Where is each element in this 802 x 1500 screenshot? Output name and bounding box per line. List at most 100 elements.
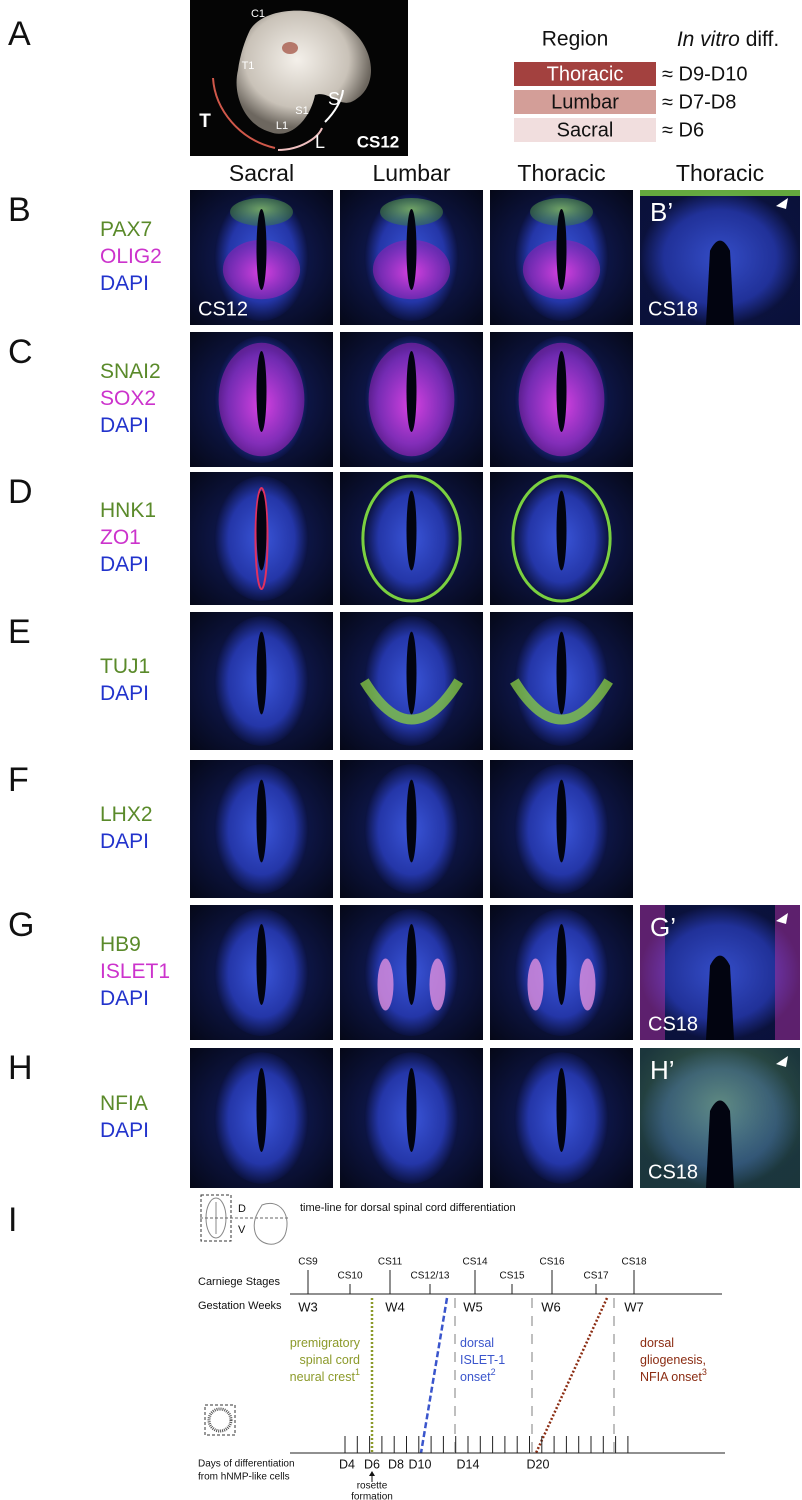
day-label: D20 [527, 1457, 550, 1471]
stain-marker: ISLET1 [100, 960, 170, 983]
stage-tick-label: CS11 [378, 1257, 403, 1268]
micrograph-canal [406, 490, 417, 571]
timeline-annotation: dorsal [460, 1336, 494, 1350]
panel-letter: B [8, 191, 31, 229]
stage-label: CS12 [198, 298, 248, 320]
micrograph-canal [406, 209, 417, 290]
panel-letter: F [8, 761, 29, 799]
micrograph-canal [556, 351, 567, 432]
figure-row: C SNAI2 SOX2 DAPI [8, 332, 633, 467]
stain-marker: DAPI [100, 682, 149, 705]
micrograph-signal [579, 958, 596, 1011]
week-label: W6 [541, 1299, 561, 1314]
figure-row: H NFIA DAPI H’ CS18 [8, 1048, 800, 1188]
column-header: Thoracic [517, 160, 605, 186]
embryo-label: L [315, 132, 325, 152]
column-header: Sacral [229, 160, 294, 186]
embryo-label: C1 [251, 8, 265, 20]
timeline-annotation: onset2 [460, 1367, 496, 1384]
annotation-ref: 1 [355, 1367, 360, 1377]
micrograph-canal [556, 1068, 567, 1152]
axis-label: Carniege Stages [198, 1276, 280, 1288]
axis-dorsal: D [238, 1203, 246, 1215]
stage-label: CS18 [648, 298, 698, 320]
stage-tick-label: CS14 [462, 1257, 487, 1268]
micrograph-canal [406, 1068, 417, 1152]
micrograph-signal [640, 905, 665, 1040]
region-arc [212, 77, 276, 149]
panel-letter: E [8, 613, 31, 651]
embryo-label: S1 [295, 105, 308, 117]
timeline-title: time-line for dorsal spinal cord differe… [300, 1202, 516, 1214]
table-header-rest: diff. [746, 28, 779, 51]
stain-marker: DAPI [100, 553, 149, 576]
stain-marker: PAX7 [100, 218, 152, 241]
annotation-ref: 2 [491, 1367, 496, 1377]
annotation-text: onset [460, 1370, 491, 1384]
timeline-annotation: NFIA onset3 [640, 1367, 707, 1384]
stain-marker: DAPI [100, 1119, 149, 1142]
stain-marker: SNAI2 [100, 360, 161, 383]
stage-tick-label: CS12/13 [411, 1271, 450, 1282]
figure-row: F LHX2 DAPI [8, 760, 633, 898]
stage-tick-label: CS18 [621, 1257, 646, 1268]
column-header: Thoracic [676, 160, 764, 186]
micrograph-canal [556, 631, 567, 715]
micrograph-canal [706, 1100, 734, 1188]
nfia-line [534, 1297, 609, 1454]
rosette-arrowhead [369, 1471, 375, 1476]
panel-letter: G [8, 906, 34, 944]
micrograph-canal [406, 779, 417, 863]
stage-tick-label: CS10 [337, 1271, 362, 1282]
timeline-annotation: spinal cord [300, 1353, 360, 1367]
micrograph-canal [256, 351, 267, 432]
stage-label: CS12 [357, 132, 400, 151]
region-diff: ≈ D9-D10 [662, 63, 747, 85]
stain-marker: NFIA [100, 1092, 148, 1115]
day-label: D10 [409, 1457, 432, 1471]
stage-label: CS18 [648, 1013, 698, 1035]
embryo-label: T1 [242, 60, 255, 72]
micrograph-canal [406, 924, 417, 1005]
rosette-icon-box [204, 1404, 236, 1436]
day-label: D4 [339, 1457, 355, 1471]
axis-label: Days of differentiation [198, 1459, 295, 1470]
stage-tick-label: CS17 [583, 1271, 608, 1282]
micrograph-signal [254, 486, 269, 591]
region-arc [324, 89, 344, 123]
embryo [236, 10, 372, 134]
week-label: W7 [624, 1299, 644, 1314]
region-swatch [514, 118, 656, 142]
region-name: Thoracic [547, 63, 624, 85]
annotation-text: gliogenesis, [640, 1353, 706, 1367]
timeline-annotation: ISLET-1 [460, 1353, 505, 1367]
inset-letter: B’ [650, 197, 673, 227]
micrograph-signal [775, 905, 800, 1040]
rosette-icon [207, 1407, 233, 1433]
micrograph-canal [256, 209, 267, 290]
annotation-ref: 3 [702, 1367, 707, 1377]
micrograph-signal [527, 958, 544, 1011]
micrograph-canal [256, 631, 267, 715]
inset-letter: H’ [650, 1055, 675, 1085]
stain-marker: DAPI [100, 830, 149, 853]
week-label: W3 [298, 1299, 318, 1314]
micrograph-signal [640, 190, 800, 196]
micrograph-signal [360, 678, 463, 725]
stain-marker: DAPI [100, 272, 149, 295]
region-swatch [514, 62, 656, 86]
micrograph-canal [706, 955, 734, 1040]
stain-marker: TUJ1 [100, 655, 150, 678]
micrograph-canal [406, 631, 417, 715]
micrograph-canal [256, 779, 267, 863]
day-label: D14 [457, 1457, 480, 1471]
embryo-label: L1 [276, 120, 288, 132]
annotation-text: dorsal [640, 1336, 674, 1350]
annotation-text: ISLET-1 [460, 1353, 505, 1367]
axis-label: Gestation Weeks [198, 1300, 282, 1312]
panel-letter: D [8, 473, 33, 511]
micrograph-canal [556, 490, 567, 571]
timeline-annotation: neural crest1 [290, 1367, 360, 1384]
rosette-label: formation [351, 1492, 393, 1500]
stain-marker: ZO1 [100, 526, 141, 549]
